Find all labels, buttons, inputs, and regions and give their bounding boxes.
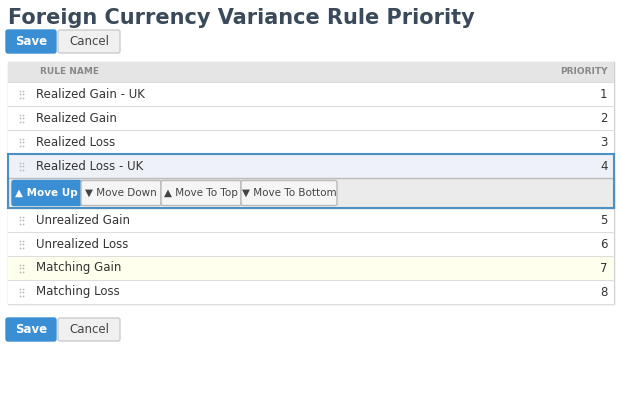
Text: 2: 2 xyxy=(600,111,608,124)
Bar xyxy=(8,256,614,280)
Text: RULE NAME: RULE NAME xyxy=(40,67,99,77)
Text: Cancel: Cancel xyxy=(69,323,109,336)
Bar xyxy=(8,178,614,208)
Bar xyxy=(8,62,614,304)
Text: ▼ Move To Bottom: ▼ Move To Bottom xyxy=(242,188,337,198)
Text: Save: Save xyxy=(15,35,47,48)
FancyBboxPatch shape xyxy=(6,30,56,53)
Bar xyxy=(8,62,614,82)
Text: 5: 5 xyxy=(600,213,607,227)
Text: Unrealized Loss: Unrealized Loss xyxy=(36,237,128,251)
Text: ▲ Move To Top: ▲ Move To Top xyxy=(164,188,238,198)
FancyBboxPatch shape xyxy=(58,30,120,53)
Text: ▲ Move Up: ▲ Move Up xyxy=(15,188,78,198)
FancyBboxPatch shape xyxy=(12,180,81,205)
Text: Realized Gain - UK: Realized Gain - UK xyxy=(36,87,145,101)
FancyBboxPatch shape xyxy=(241,180,337,205)
Bar xyxy=(8,130,614,154)
Bar xyxy=(8,154,614,178)
Text: Save: Save xyxy=(15,323,47,336)
Text: Realized Loss: Realized Loss xyxy=(36,136,115,148)
Text: Matching Gain: Matching Gain xyxy=(36,261,121,275)
Bar xyxy=(8,106,614,130)
Text: Cancel: Cancel xyxy=(69,35,109,48)
Bar xyxy=(8,232,614,256)
Text: 3: 3 xyxy=(600,136,607,148)
Text: Realized Gain: Realized Gain xyxy=(36,111,117,124)
Text: 6: 6 xyxy=(600,237,608,251)
Text: Realized Loss - UK: Realized Loss - UK xyxy=(36,160,143,172)
FancyBboxPatch shape xyxy=(81,180,161,205)
Text: Unrealized Gain: Unrealized Gain xyxy=(36,213,130,227)
Bar xyxy=(8,280,614,304)
Text: PRIORITY: PRIORITY xyxy=(560,67,608,77)
Text: 7: 7 xyxy=(600,261,608,275)
Text: Matching Loss: Matching Loss xyxy=(36,286,120,298)
Bar xyxy=(8,82,614,106)
Text: ▼ Move Down: ▼ Move Down xyxy=(85,188,157,198)
FancyBboxPatch shape xyxy=(6,318,56,341)
Text: Foreign Currency Variance Rule Priority: Foreign Currency Variance Rule Priority xyxy=(8,8,475,28)
Bar xyxy=(8,208,614,232)
Text: 1: 1 xyxy=(600,87,608,101)
Text: 4: 4 xyxy=(600,160,608,172)
Text: 8: 8 xyxy=(600,286,607,298)
FancyBboxPatch shape xyxy=(161,180,241,205)
FancyBboxPatch shape xyxy=(58,318,120,341)
